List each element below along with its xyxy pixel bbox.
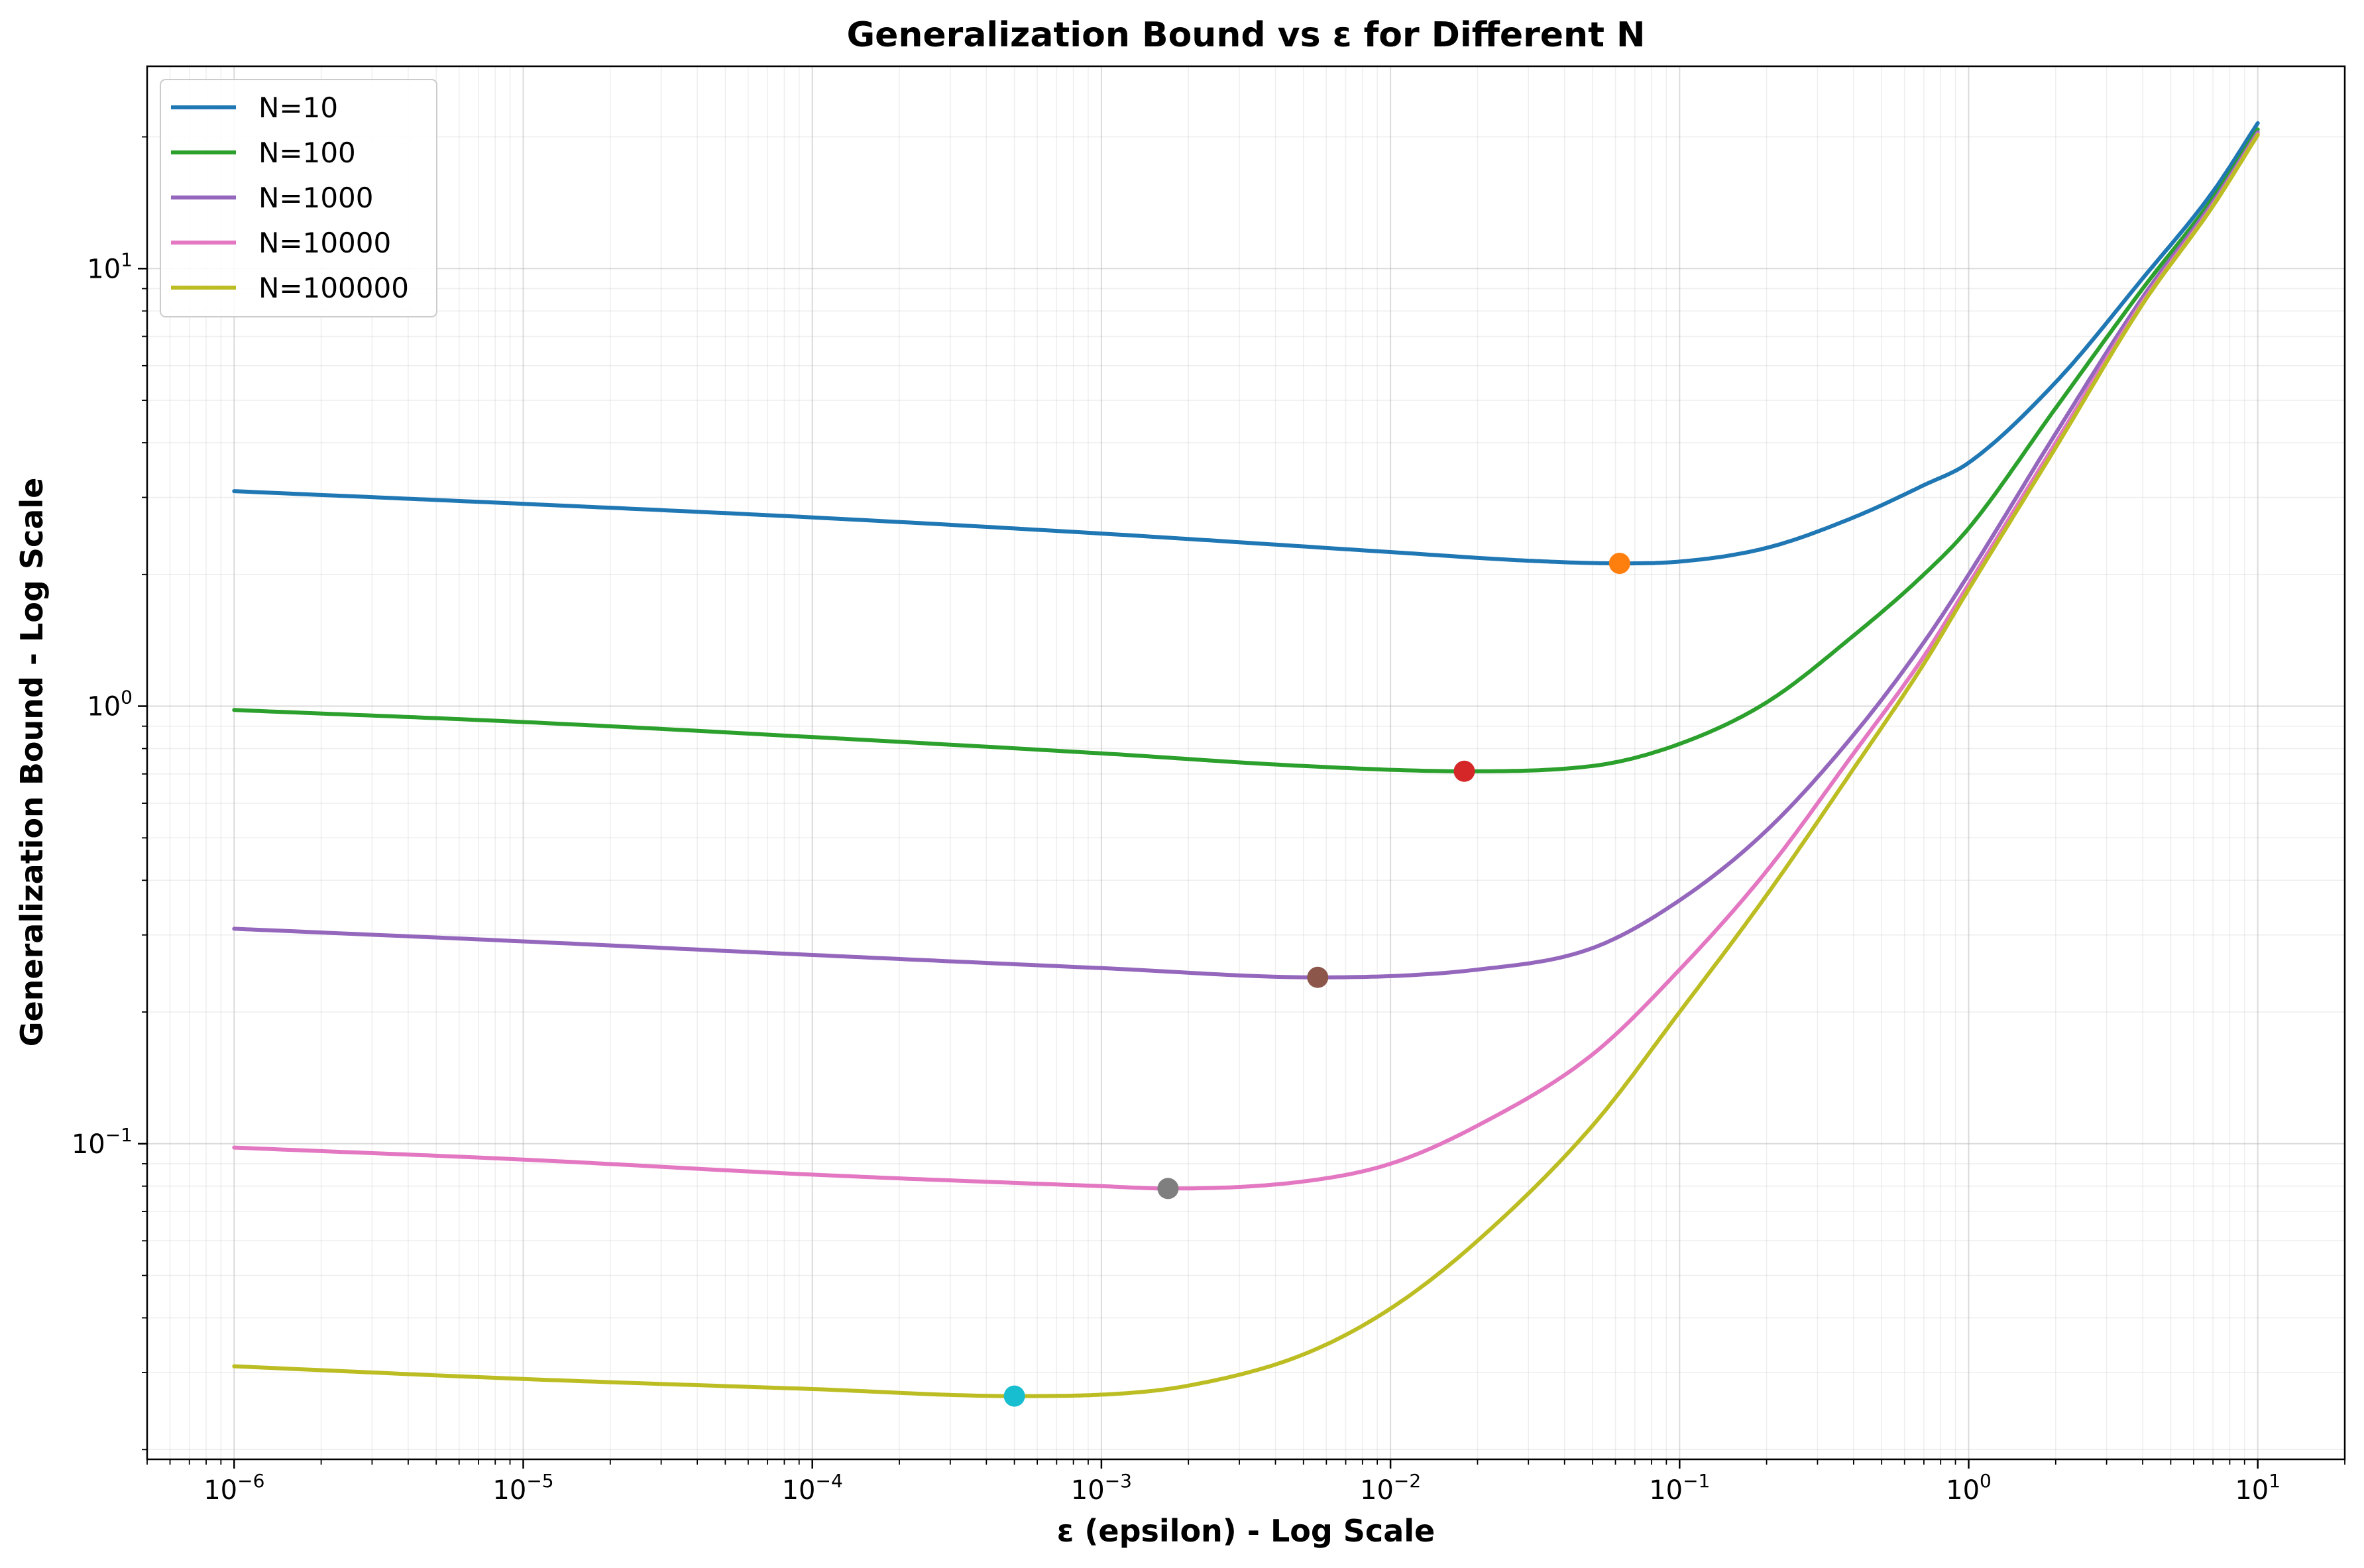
series-line [232,121,2260,566]
chart-title: Generalization Bound vs ε for Different … [846,15,1645,55]
series-line [232,132,2260,1191]
legend-label: N=1000 [258,182,374,214]
plot-frame [146,65,2346,1461]
legend-label: N=10 [258,91,338,124]
x-tick-label: 100 [1946,1470,1992,1506]
y-axis-label: Generalization Bound - Log Scale [14,478,50,1047]
legend-label: N=100000 [258,272,409,304]
minimum-marker [1157,1178,1179,1200]
x-axis-label: ε (epsilon) - Log Scale [1057,1513,1435,1549]
legend-label: N=10000 [258,227,391,259]
minimum-marker [1608,553,1630,575]
series-line [232,127,2260,773]
legend-items: N=10 N=100 N=1000 N=10000 N=100000 [171,91,409,304]
minimum-marker [1453,760,1475,782]
x-tick-label: 10−6 [203,1470,264,1506]
minimum-marker [1003,1385,1025,1407]
minimum-markers [1003,553,1630,1407]
series-lines [232,121,2260,1398]
legend-box [160,79,437,317]
minimum-marker [1307,966,1329,988]
series-line [232,130,2260,980]
legend: N=10 N=100 N=1000 N=10000 N=100000 [160,79,437,317]
x-tick-label: 10−5 [492,1470,553,1506]
legend-label: N=100 [258,137,356,169]
